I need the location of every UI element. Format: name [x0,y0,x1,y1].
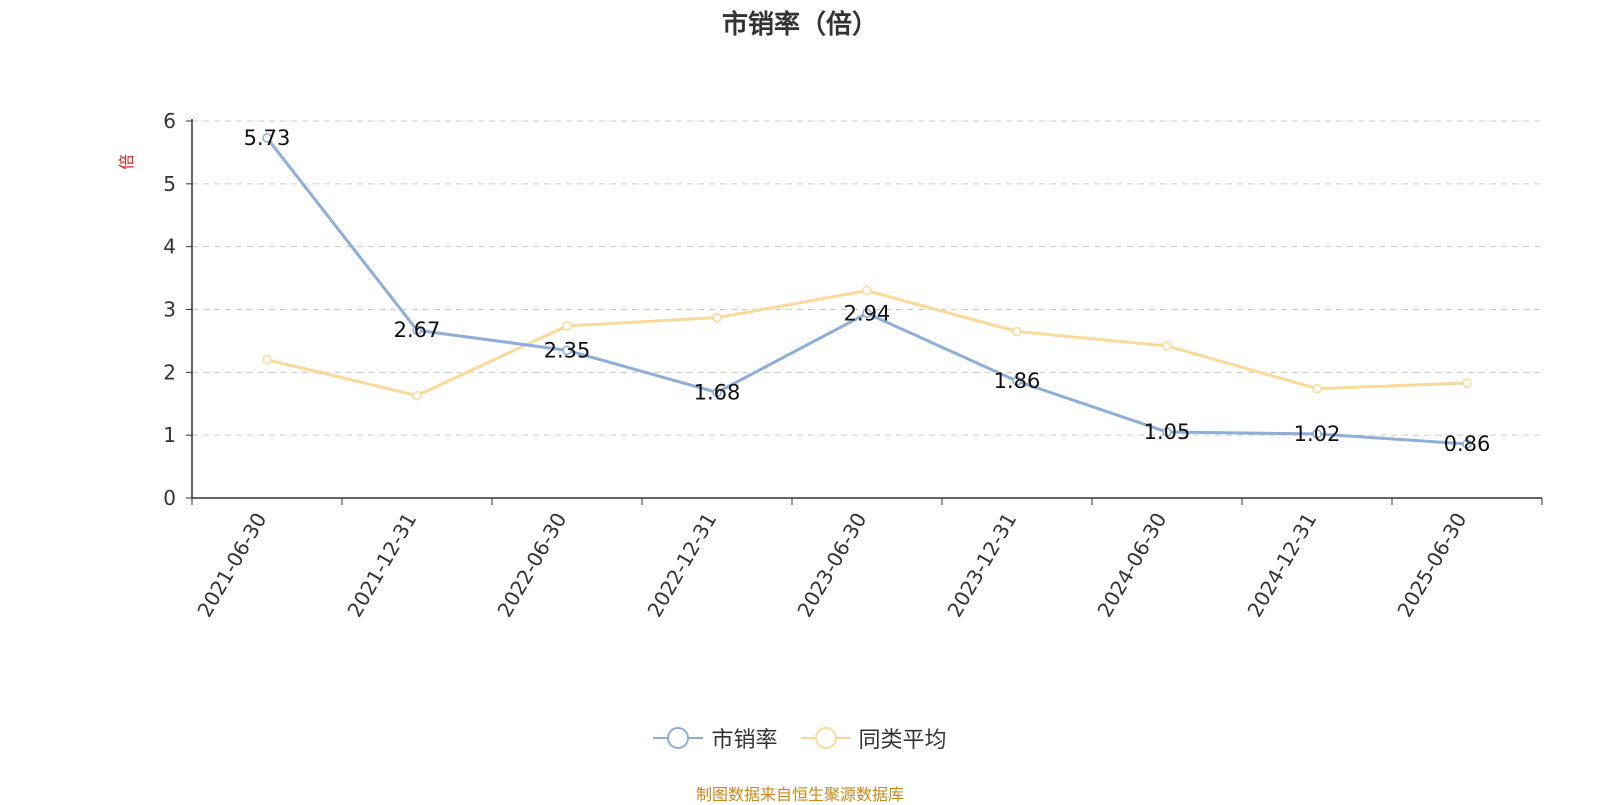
y-tick-label: 3 [163,298,176,322]
legend-swatch-series-2-icon [800,727,851,749]
series-2-point [1162,341,1172,351]
x-tick-label: 2024-06-30 [1092,509,1171,622]
y-tick-label: 4 [163,235,176,259]
series-2-point [1312,383,1322,394]
legend-swatch-series-1-icon [653,727,704,749]
y-tick-label: 5 [163,172,176,196]
data-label: 1.02 [1294,422,1341,446]
x-tick-label: 2022-12-31 [642,509,721,622]
axes: 0 1 2 3 4 5 6 2021-06-30 2021-12-31 2022-06-30 202… [163,109,1543,622]
legend-item-series-2[interactable]: 同类平均 [800,722,947,754]
y-tick-label: 2 [163,360,176,384]
y-tick-label: 6 [163,109,176,133]
x-tick-label: 2025-06-30 [1392,509,1471,622]
data-label: 1.86 [994,369,1041,393]
series-2-point [862,285,872,296]
legend: 市销率 同类平均 [0,722,1600,756]
x-tick-label: 2021-12-31 [342,509,421,622]
x-tick-label: 2024-12-31 [1242,509,1321,622]
chart-title: 市销率（倍） [721,10,878,40]
data-labels: 5.73 2.67 2.35 1.68 2.94 1.86 1.05 1.02 0.86 [244,126,1491,456]
data-label: 5.73 [244,126,291,150]
x-tick-label: 2023-12-31 [942,509,1021,622]
series-1-point [412,325,422,335]
series-2-point [1012,326,1022,337]
data-label: 2.67 [394,318,441,342]
y-axis-label: 倍 [117,154,136,170]
source-note: 制图数据来自恒生聚源数据库 [695,785,904,804]
series-1-point [862,308,872,319]
series-1-point [1162,427,1172,437]
series-2-point [1462,378,1472,388]
legend-label-series-1: 市销率 [711,728,778,753]
data-label: 2.35 [544,338,591,362]
series-1-point [1312,429,1322,439]
legend-item-series-1[interactable]: 市销率 [653,722,778,754]
data-label: 2.94 [844,301,891,325]
series-1-point [1012,376,1022,386]
series-1-point [562,345,572,356]
data-label: 0.86 [1444,432,1491,456]
series-2-point [412,390,422,401]
legend-label-series-2: 同类平均 [858,728,947,753]
x-tick-label: 2021-06-30 [192,509,271,622]
series-2-point [262,355,272,365]
series-2-point [712,312,722,323]
data-label: 1.05 [1144,420,1191,444]
data-label: 1.68 [694,380,741,404]
x-tick-label: 2023-06-30 [792,509,871,622]
series-1-point [262,133,272,143]
series-2-point [562,321,572,331]
series-1-point [712,387,722,398]
y-tick-label: 1 [163,423,176,447]
series-1-point [1462,439,1472,449]
y-tick-label: 0 [163,486,176,510]
series [262,133,1472,449]
x-tick-label: 2022-06-30 [492,509,571,622]
